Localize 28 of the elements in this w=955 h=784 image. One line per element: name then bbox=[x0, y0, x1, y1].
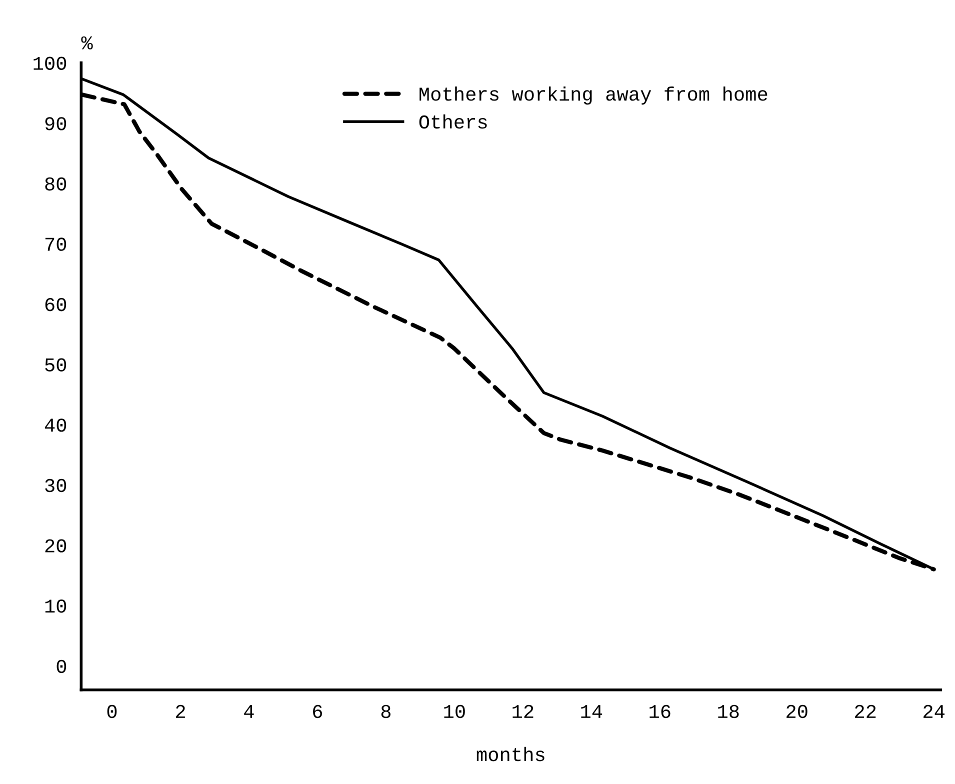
x-tick-label: 24 bbox=[924, 704, 945, 718]
x-tick-label: 4 bbox=[244, 705, 254, 718]
y-tick-label: 60 bbox=[45, 298, 66, 312]
y-tick-label: 10 bbox=[45, 600, 66, 613]
x-tick-label: 20 bbox=[786, 704, 808, 718]
y-tick-label: 100 bbox=[34, 56, 66, 70]
x-tick-label: 12 bbox=[512, 704, 534, 718]
y-tick-label: 20 bbox=[45, 539, 66, 552]
legend-label: Others bbox=[419, 114, 487, 129]
y-axis-title: % bbox=[81, 36, 93, 50]
y-tick-label: 50 bbox=[45, 358, 66, 372]
y-tick-label: 30 bbox=[45, 478, 66, 492]
y-tick-label: 90 bbox=[45, 117, 66, 130]
x-tick-label: 0 bbox=[107, 704, 117, 718]
y-tick-label: 70 bbox=[45, 238, 66, 251]
x-tick-label: 10 bbox=[444, 704, 465, 718]
x-tick-label: 18 bbox=[718, 704, 739, 718]
x-tick-label: 6 bbox=[313, 704, 322, 718]
x-tick-label: 22 bbox=[855, 704, 876, 718]
legend-label: Mothers working away from home bbox=[420, 86, 768, 105]
y-tick-label: 80 bbox=[45, 177, 66, 191]
y-tick-label: 40 bbox=[44, 418, 66, 432]
x-axis-title: months bbox=[476, 746, 544, 762]
x-tick-label: 14 bbox=[581, 705, 602, 718]
x-tick-label: 2 bbox=[176, 704, 185, 718]
x-tick-label: 8 bbox=[381, 704, 390, 718]
x-tick-label: 16 bbox=[650, 704, 670, 718]
y-tick-label: 0 bbox=[56, 660, 66, 674]
